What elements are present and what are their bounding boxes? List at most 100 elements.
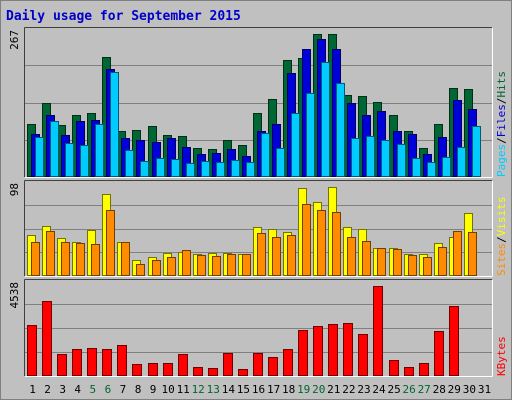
bar-sites-day-4 bbox=[76, 243, 85, 276]
bar-pages-day-29 bbox=[457, 147, 466, 177]
legend-item-visits: Visits bbox=[495, 197, 508, 237]
bar-kbytes-day-9 bbox=[148, 363, 158, 376]
bar-kbytes-day-16 bbox=[253, 353, 263, 376]
x-tick-label-day-4: 4 bbox=[74, 383, 81, 396]
bar-kbytes-day-10 bbox=[163, 363, 173, 376]
bar-sites-day-30 bbox=[468, 232, 477, 276]
x-tick-label-day-8: 8 bbox=[135, 383, 142, 396]
x-tick-label-day-19: 19 bbox=[297, 383, 310, 396]
bar-pages-day-28 bbox=[442, 157, 451, 177]
bar-pages-day-1 bbox=[35, 137, 44, 177]
bar-kbytes-day-27 bbox=[419, 363, 429, 376]
bar-kbytes-day-3 bbox=[57, 354, 67, 376]
bar-kbytes-day-28 bbox=[434, 331, 444, 376]
legend-item-slash: / bbox=[495, 98, 508, 105]
bar-pages-day-6 bbox=[110, 72, 119, 177]
bar-kbytes-day-12 bbox=[193, 367, 203, 376]
bar-sites-day-19 bbox=[302, 204, 311, 276]
bar-kbytes-day-1 bbox=[27, 325, 37, 376]
bar-kbytes-day-25 bbox=[389, 360, 399, 376]
bar-kbytes-day-13 bbox=[208, 368, 218, 376]
bar-kbytes-day-22 bbox=[343, 323, 353, 376]
legend-item-slash: / bbox=[495, 236, 508, 243]
bar-sites-day-16 bbox=[257, 233, 266, 276]
bar-kbytes-day-8 bbox=[132, 364, 142, 376]
bar-pages-day-19 bbox=[306, 93, 315, 177]
x-tick-label-day-13: 13 bbox=[207, 383, 220, 396]
bar-sites-day-3 bbox=[61, 242, 70, 276]
x-tick-label-day-30: 30 bbox=[463, 383, 476, 396]
bar-pages-day-2 bbox=[50, 121, 59, 177]
bar-sites-day-10 bbox=[167, 257, 176, 276]
bar-pages-day-10 bbox=[171, 159, 180, 177]
legend-item-kbytes: KBytes bbox=[495, 336, 508, 376]
bar-sites-day-29 bbox=[453, 231, 462, 276]
bar-sites-day-15 bbox=[242, 254, 251, 276]
bar-kbytes-day-20 bbox=[313, 326, 323, 376]
x-tick-label-day-27: 27 bbox=[418, 383, 431, 396]
x-tick-label-day-18: 18 bbox=[282, 383, 295, 396]
x-tick-label-day-24: 24 bbox=[372, 383, 386, 396]
bar-kbytes-day-21 bbox=[328, 324, 338, 376]
bar-sites-day-28 bbox=[438, 247, 447, 276]
bar-sites-day-8 bbox=[136, 264, 145, 276]
bar-kbytes-day-29 bbox=[449, 306, 459, 376]
x-tick-label-day-1: 1 bbox=[29, 383, 36, 396]
x-tick-label-day-26: 26 bbox=[402, 383, 415, 396]
bar-pages-day-23 bbox=[366, 136, 375, 177]
x-tick-label-day-29: 29 bbox=[448, 383, 461, 396]
bar-kbytes-day-18 bbox=[283, 349, 293, 376]
x-tick-label-day-31: 31 bbox=[478, 383, 491, 396]
bar-pages-day-18 bbox=[291, 113, 300, 177]
x-tick-label-day-10: 10 bbox=[161, 383, 174, 396]
bar-kbytes-day-23 bbox=[358, 334, 368, 376]
bar-pages-day-3 bbox=[65, 143, 74, 177]
x-tick-label-day-25: 25 bbox=[387, 383, 400, 396]
bar-sites-day-21 bbox=[332, 212, 341, 276]
bar-sites-day-24 bbox=[377, 248, 386, 276]
legend-item-files: Files bbox=[495, 104, 508, 137]
bar-sites-day-25 bbox=[393, 249, 402, 276]
bar-pages-day-24 bbox=[381, 140, 390, 177]
bar-sites-day-12 bbox=[197, 255, 206, 276]
bar-sites-day-17 bbox=[272, 237, 281, 276]
bar-pages-day-11 bbox=[186, 163, 195, 177]
bar-pages-day-9 bbox=[156, 158, 165, 177]
x-tick-label-day-5: 5 bbox=[89, 383, 96, 396]
bar-sites-day-1 bbox=[31, 242, 40, 276]
x-tick-label-day-2: 2 bbox=[44, 383, 51, 396]
bar-kbytes-day-15 bbox=[238, 369, 248, 376]
bar-sites-day-7 bbox=[121, 242, 130, 276]
bar-kbytes-day-7 bbox=[117, 345, 127, 376]
bar-sites-day-26 bbox=[408, 255, 417, 276]
bar-sites-day-2 bbox=[46, 231, 55, 276]
x-tick-label-day-15: 15 bbox=[237, 383, 250, 396]
x-tick-label-day-11: 11 bbox=[177, 383, 190, 396]
bar-pages-day-12 bbox=[201, 161, 210, 177]
legend-item-pages: Pages bbox=[495, 144, 508, 177]
x-tick-label-day-12: 12 bbox=[192, 383, 205, 396]
bar-sites-day-20 bbox=[317, 210, 326, 276]
bar-pages-day-5 bbox=[95, 124, 104, 177]
bar-kbytes-day-5 bbox=[87, 348, 97, 376]
bar-sites-day-23 bbox=[362, 241, 371, 276]
bar-pages-day-4 bbox=[80, 145, 89, 177]
bar-kbytes-day-11 bbox=[178, 354, 188, 376]
bar-pages-day-22 bbox=[351, 138, 360, 177]
legend-item-sites: Sites bbox=[495, 243, 508, 276]
bar-sites-day-11 bbox=[182, 250, 191, 276]
x-tick-label-day-17: 17 bbox=[267, 383, 280, 396]
x-tick-label-day-14: 14 bbox=[222, 383, 236, 396]
bar-sites-day-6 bbox=[106, 210, 115, 276]
bar-pages-day-17 bbox=[276, 148, 285, 177]
x-tick-label-day-9: 9 bbox=[150, 383, 157, 396]
chart-title: Daily usage for September 2015 bbox=[6, 9, 241, 24]
bar-pages-day-21 bbox=[336, 83, 345, 177]
bar-pages-day-26 bbox=[412, 158, 421, 177]
bar-pages-day-27 bbox=[427, 162, 436, 177]
x-tick-label-day-7: 7 bbox=[120, 383, 127, 396]
bar-pages-day-25 bbox=[397, 144, 406, 177]
legend-item-slash: / bbox=[495, 137, 508, 144]
x-tick-label-day-6: 6 bbox=[105, 383, 112, 396]
